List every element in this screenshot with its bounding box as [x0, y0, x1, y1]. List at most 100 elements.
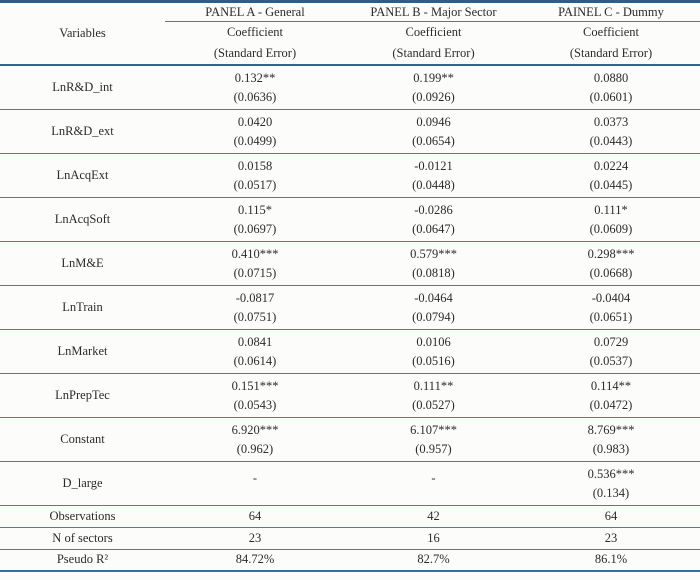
panel-a-cell: 0.115* (0.0697) [165, 197, 345, 242]
summary-value: 86.1% [594, 552, 628, 567]
coefficient-value: 6.107*** [410, 422, 457, 437]
coefficient-value: 0.410*** [231, 246, 279, 261]
variable-label: LnR&D_int [0, 64, 165, 110]
variable-label: LnM&E [0, 241, 165, 286]
panel-b-cell: 0.111** (0.0527) [345, 373, 522, 418]
panel-b-cell: 0.579*** (0.0818) [345, 241, 522, 286]
standard-error-value: (0.0818) [412, 265, 455, 280]
panel-b-cell: -0.0286 (0.0647) [345, 197, 522, 242]
summary-value: 82.7% [417, 552, 450, 567]
panel-c-se-label: (Standard Error) [522, 42, 700, 66]
panel-c-cell: 0.114** (0.0472) [522, 373, 700, 418]
panel-a-cell: 0.410*** (0.0715) [165, 241, 345, 286]
table-row: LnMarket 0.0841 (0.0614) 0.0106 (0.0516) 0… [0, 329, 700, 374]
panel-a-se-label: (Standard Error) [165, 42, 345, 66]
summary-value: 23 [522, 527, 700, 550]
coefficient-value: 0.111** [413, 378, 454, 393]
panel-a-cell: 6.920*** (0.962) [165, 417, 345, 462]
standard-error-value: (0.0537) [589, 353, 633, 368]
coefficient-value: 0.0946 [416, 114, 451, 129]
summary-value: 64 [522, 505, 700, 528]
summary-row: N of sectors 23 16 23 [0, 527, 700, 550]
standard-error-value: (0.0654) [412, 133, 455, 148]
panel-c-coef-label: Coefficient [583, 24, 639, 39]
summary-value: 23 [165, 527, 345, 550]
variable-label: LnPrepTec [0, 373, 165, 418]
panel-b-se-label: (Standard Error) [345, 42, 522, 66]
panel-a-cell: 0.0158 (0.0517) [165, 153, 345, 198]
panel-a-title: PANEL A - General [165, 1, 345, 22]
variable-label: LnMarket [0, 329, 165, 374]
panel-a-cell: 0.0420 (0.0499) [165, 109, 345, 154]
panel-c-cell: 0.298*** (0.0668) [522, 241, 700, 286]
summary-row: Pseudo R² 84.72% 82.7% 86.1% [0, 549, 700, 571]
summary-value: 84.72% [235, 552, 275, 567]
panel-c-cell: -0.0404 (0.0651) [522, 285, 700, 330]
coefficient-value: - [431, 471, 436, 486]
standard-error-value: (0.0472) [589, 397, 633, 412]
standard-error-value: (0.0751) [233, 309, 277, 324]
panel-c-cell: 0.0373 (0.0443) [522, 109, 700, 154]
standard-error-value: (0.0614) [233, 353, 277, 368]
panel-b-cell: - [345, 461, 522, 506]
panel-b-cell: -0.0464 (0.0794) [345, 285, 522, 330]
standard-error-value: (0.962) [236, 441, 274, 456]
summary-value: 64 [165, 505, 345, 528]
table-row: LnR&D_ext 0.0420 (0.0499) 0.0946 (0.0654) … [0, 109, 700, 154]
panel-c-cell: 8.769*** (0.983) [522, 417, 700, 462]
panel-a-coef-label: Coefficient [227, 24, 283, 39]
coefficient-header-row: Coefficient Coefficient Coefficient [0, 22, 700, 43]
coefficient-value: 0.111* [594, 202, 628, 217]
standard-error-header-row: (Standard Error) (Standard Error) (Stand… [0, 42, 700, 66]
coefficient-value: 0.298*** [587, 246, 635, 261]
panel-b-title: PANEL B - Major Sector [345, 1, 522, 22]
standard-error-value: (0.0926) [412, 89, 455, 104]
summary-label: N of sectors [0, 527, 165, 550]
table-row: LnTrain -0.0817 (0.0751) -0.0464 (0.0794) … [0, 285, 700, 330]
panel-header-row: Variables PANEL A - General PANEL B - Ma… [0, 1, 700, 66]
table-row: LnM&E 0.410*** (0.0715) 0.579*** (0.0818) … [0, 241, 700, 286]
table-row: LnAcqSoft 0.115* (0.0697) -0.0286 (0.0647)… [0, 197, 700, 242]
coefficient-value: 0.536*** [587, 466, 635, 481]
standard-error-value: (0.0443) [589, 133, 633, 148]
standard-error-value: (0.0647) [412, 221, 455, 236]
variable-label: LnTrain [0, 285, 165, 330]
standard-error-value: (0.0668) [589, 265, 633, 280]
variable-label: Constant [0, 417, 165, 462]
panel-b-cell: 6.107*** (0.957) [345, 417, 522, 462]
panel-c-cell: 0.0729 (0.0537) [522, 329, 700, 374]
panel-c-cell: 0.0880 (0.0601) [522, 64, 700, 110]
variable-label: LnAcqExt [0, 153, 165, 198]
panel-b-cell: 0.0106 (0.0516) [345, 329, 522, 374]
standard-error-value: (0.0609) [589, 221, 633, 236]
panel-b-cell: -0.0121 (0.0448) [345, 153, 522, 198]
standard-error-value: (0.0601) [589, 89, 633, 104]
coefficient-value: 8.769*** [587, 422, 635, 437]
panel-a-cell: 0.151*** (0.0543) [165, 373, 345, 418]
coefficient-value: -0.0286 [414, 202, 453, 217]
table-row: LnAcqExt 0.0158 (0.0517) -0.0121 (0.0448) … [0, 153, 700, 198]
coefficient-value: -0.0464 [414, 290, 453, 305]
standard-error-value: (0.0448) [412, 177, 455, 192]
coefficient-value: 0.115* [238, 202, 272, 217]
standard-error-value: (0.0499) [233, 133, 277, 148]
panel-b-cell: 0.0946 (0.0654) [345, 109, 522, 154]
standard-error-value: (0.0543) [233, 397, 277, 412]
table-row: Constant 6.920*** (0.962) 6.107*** (0.957)… [0, 417, 700, 462]
coefficient-value: - [252, 471, 258, 486]
coefficient-value: 0.579*** [410, 246, 457, 261]
variable-label: LnAcqSoft [0, 197, 165, 242]
coefficient-value: -0.0121 [414, 158, 453, 173]
coefficient-value: 0.0841 [237, 334, 273, 349]
coefficient-value: 0.0158 [237, 158, 273, 173]
panel-c-cell: 0.111* (0.0609) [522, 197, 700, 242]
coefficient-value: 0.114** [590, 378, 632, 393]
coefficient-value: 6.920*** [231, 422, 279, 437]
coefficient-value: 0.0373 [593, 114, 629, 129]
summary-value: 42 [345, 505, 522, 528]
coefficient-value: 0.0224 [593, 158, 629, 173]
coefficient-value: 0.132** [234, 70, 276, 85]
summary-label: Observations [0, 505, 165, 528]
panel-c-cell: 0.536*** (0.134) [522, 461, 700, 506]
